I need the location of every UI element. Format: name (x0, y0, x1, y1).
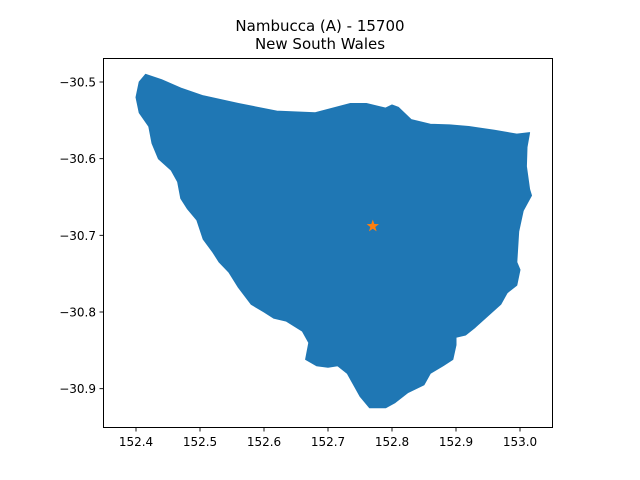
x-tick-label: 153.0 (503, 435, 537, 449)
x-tick-label: 152.7 (311, 435, 345, 449)
y-axis: −30.5 −30.6 −30.7 −30.8 −30.9 (59, 76, 104, 396)
chart-subtitle: New South Wales (254, 35, 386, 53)
y-tick-label: −30.6 (59, 152, 96, 166)
x-tick-label: 152.8 (375, 435, 409, 449)
x-tick-label: 152.4 (119, 435, 153, 449)
x-tick-label: 152.6 (247, 435, 281, 449)
centroid-star-marker (366, 219, 379, 232)
x-axis: 152.4 152.5 152.6 152.7 152.8 152.9 153.0 (119, 427, 537, 449)
y-tick-label: −30.7 (59, 229, 96, 243)
chart-title: Nambucca (A) - 15700 (235, 17, 405, 35)
region-layer (135, 73, 532, 409)
region-polygon (135, 73, 532, 409)
y-tick-label: −30.8 (59, 306, 96, 320)
y-tick-label: −30.5 (59, 76, 96, 90)
y-tick-label: −30.9 (59, 382, 96, 396)
x-tick-label: 152.5 (183, 435, 217, 449)
x-tick-label: 152.9 (439, 435, 473, 449)
